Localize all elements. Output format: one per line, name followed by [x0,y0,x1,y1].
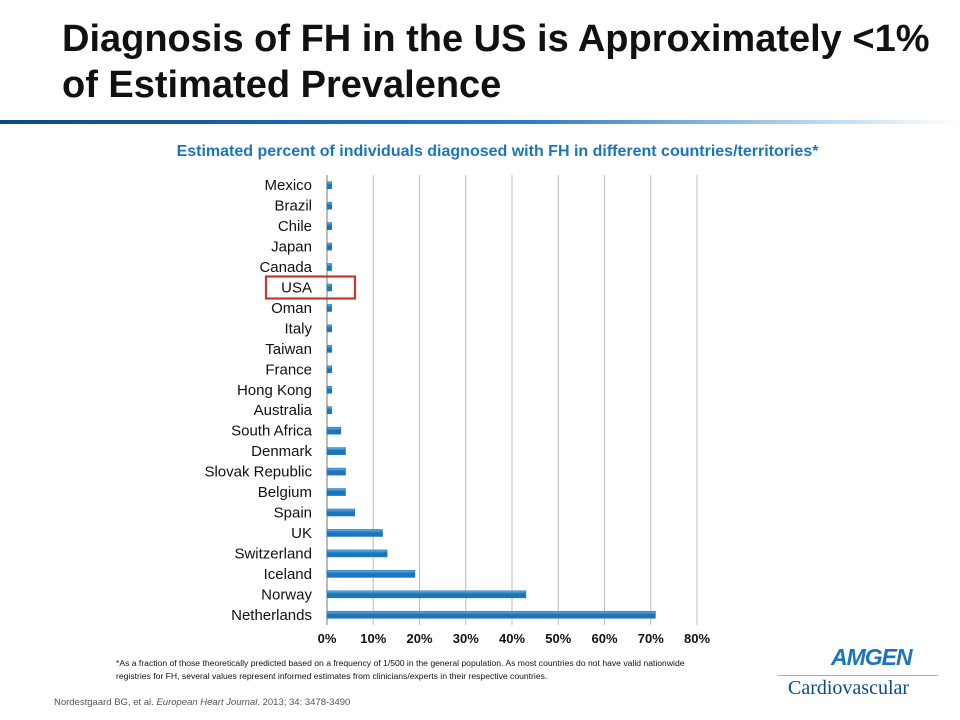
category-label: Brazil [274,198,312,215]
x-tick-label: 60% [591,631,617,646]
bar [326,242,332,251]
category-label: Denmark [251,443,312,460]
category-label: Spain [274,505,312,522]
x-tick-label: 20% [406,631,432,646]
category-label: Slovak Republic [204,464,312,481]
category-label: USA [281,280,312,297]
bar [326,529,383,537]
bar [326,365,332,374]
bar [326,304,332,312]
category-label: France [265,361,312,378]
category-label: Oman [271,300,312,317]
bar [326,222,332,230]
bar [326,447,346,455]
bar [326,610,656,619]
x-tick-label: 70% [638,631,664,646]
title-underline [0,120,960,124]
bar [326,508,356,517]
bar [326,181,332,190]
bar [326,406,332,415]
amgen-cardiovascular-logo: AMGEN Cardiovascular [778,644,938,700]
slide-title: Diagnosis of FH in the US is Approximate… [62,18,930,106]
x-tick-label: 10% [360,631,386,646]
x-tick-label: 50% [545,631,571,646]
citation: Nordestgaard BG, et al. European Heart J… [54,697,350,708]
x-tick-label: 40% [499,631,525,646]
bar [326,467,346,476]
bar [326,385,332,394]
category-label: UK [291,525,312,542]
bar [326,345,332,353]
category-label: Switzerland [234,545,312,562]
category-label: Chile [278,218,312,235]
category-label: Hong Kong [237,382,312,399]
category-label: South Africa [231,423,313,440]
citation-authors: Nordestgaard BG, et al. [54,697,157,708]
logo-divider [778,675,938,676]
citation-details: . 2013; 34: 3478-3490 [257,697,351,708]
bar [326,263,332,271]
bar [326,488,346,496]
x-tick-label: 30% [453,631,479,646]
category-label: Taiwan [265,341,312,358]
footnote: *As a fraction of those theoretically pr… [116,658,685,681]
citation-journal: European Heart Journal [156,697,258,708]
category-label: Norway [261,586,312,603]
category-label: Belgium [258,484,312,501]
category-label: Netherlands [231,607,312,624]
bar [326,201,332,210]
category-label: Mexico [264,177,312,194]
x-tick-label: 80% [684,631,710,646]
bar [326,590,527,599]
x-tick-label: 0% [318,631,337,646]
chart-title: Estimated percent of individuals diagnos… [176,143,819,160]
logo-subtitle: Cardiovascular [788,677,910,699]
category-label: Australia [254,402,313,419]
usa-highlight-box [264,275,357,300]
bar [326,570,416,578]
bar [326,549,388,558]
bar [326,426,342,435]
logo-wordmark: AMGEN [831,644,913,670]
category-label: Japan [271,239,312,256]
bar [326,324,332,333]
bar [326,283,332,292]
category-label: Canada [259,259,312,276]
category-label: Italy [284,320,312,337]
category-label: Iceland [264,566,312,583]
